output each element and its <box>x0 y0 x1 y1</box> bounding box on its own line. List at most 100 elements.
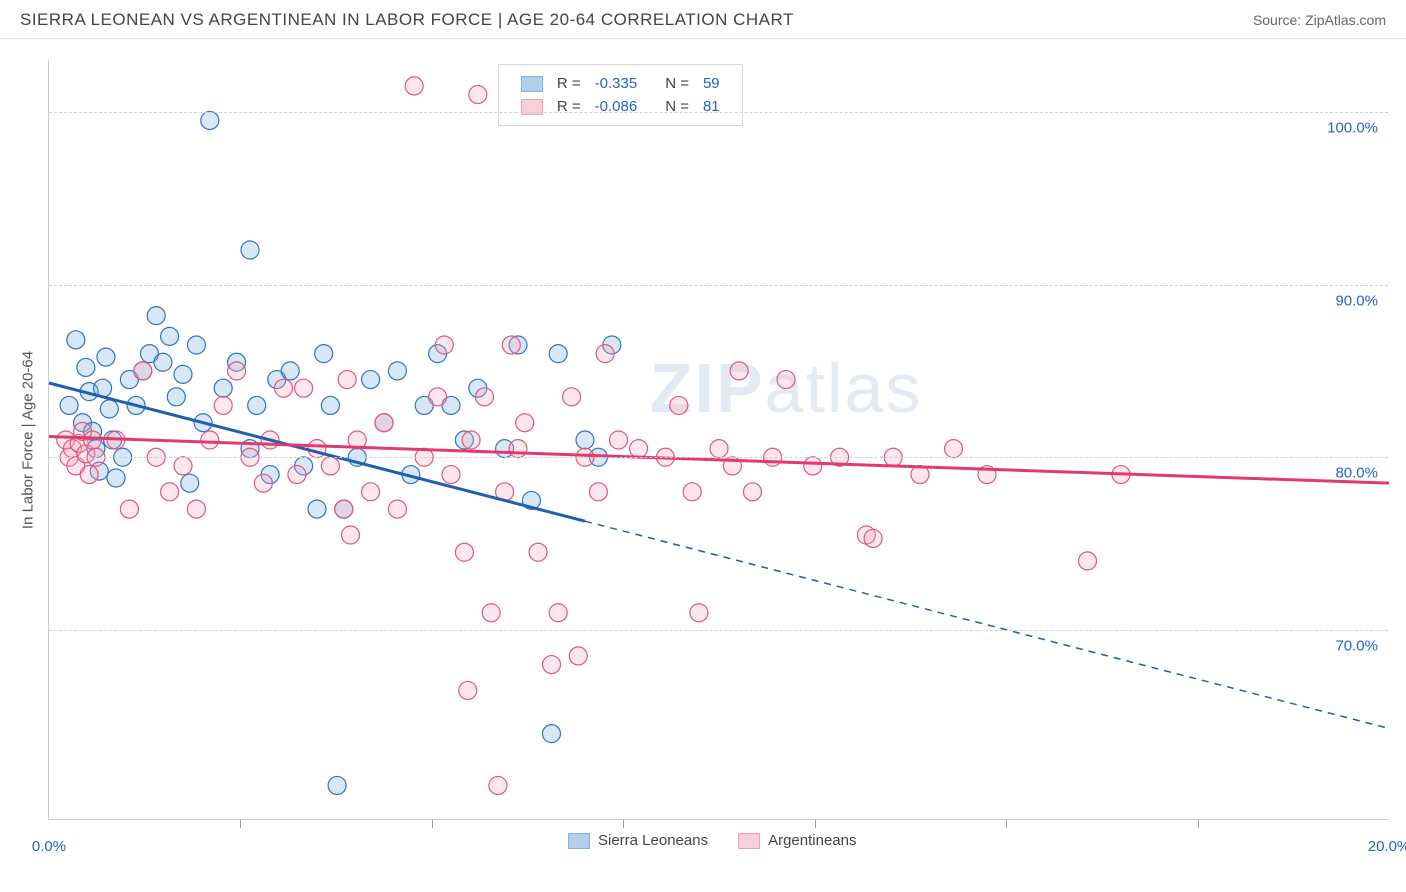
scatter-point-argentinean <box>435 336 453 354</box>
scatter-point-sierra <box>100 400 118 418</box>
scatter-point-argentinean <box>214 396 232 414</box>
scatter-point-argentinean <box>254 474 272 492</box>
scatter-point-sierra <box>174 365 192 383</box>
r-value-sierra: -0.335 <box>589 73 644 94</box>
scatter-point-sierra <box>147 307 165 325</box>
scatter-point-sierra <box>67 331 85 349</box>
n-label: N = <box>659 96 695 117</box>
n-value-argentinean: 81 <box>697 96 726 117</box>
scatter-point-sierra <box>201 111 219 129</box>
scatter-point-argentinean <box>945 440 963 458</box>
scatter-point-argentinean <box>442 466 460 484</box>
y-axis-title: In Labor Force | Age 20-64 <box>20 351 37 529</box>
scatter-point-argentinean <box>405 77 423 95</box>
scatter-point-sierra <box>308 500 326 518</box>
scatter-point-sierra <box>315 345 333 363</box>
scatter-point-sierra <box>549 345 567 363</box>
scatter-point-sierra <box>328 776 346 794</box>
plot-area: ZIPatlas R =-0.335N =59R =-0.086N =81 70… <box>48 60 1388 820</box>
scatter-point-argentinean <box>429 388 447 406</box>
scatter-point-sierra <box>543 725 561 743</box>
scatter-point-argentinean <box>596 345 614 363</box>
scatter-point-sierra <box>60 396 78 414</box>
legend-label-argentinean: Argentineans <box>768 832 856 849</box>
scatter-point-argentinean <box>275 379 293 397</box>
series-legend: Sierra Leoneans Argentineans <box>568 832 856 849</box>
scatter-point-argentinean <box>683 483 701 501</box>
scatter-point-argentinean <box>864 529 882 547</box>
x-tick <box>815 820 816 828</box>
scatter-point-sierra <box>241 241 259 259</box>
legend-item-argentinean: Argentineans <box>738 832 856 849</box>
plot-container: In Labor Force | Age 20-64 ZIPatlas R =-… <box>48 60 1388 820</box>
scatter-point-argentinean <box>80 466 98 484</box>
x-tick <box>1198 820 1199 828</box>
scatter-point-argentinean <box>777 371 795 389</box>
scatter-point-argentinean <box>342 526 360 544</box>
scatter-point-argentinean <box>120 500 138 518</box>
scatter-point-sierra <box>107 469 125 487</box>
n-value-sierra: 59 <box>697 73 726 94</box>
gridline <box>49 457 1388 458</box>
scatter-point-argentinean <box>730 362 748 380</box>
legend-item-sierra: Sierra Leoneans <box>568 832 708 849</box>
scatter-point-sierra <box>281 362 299 380</box>
scatter-point-argentinean <box>804 457 822 475</box>
scatter-point-argentinean <box>187 500 205 518</box>
scatter-point-argentinean <box>338 371 356 389</box>
y-tick-label: 70.0% <box>1335 638 1378 655</box>
scatter-point-argentinean <box>529 543 547 561</box>
scatter-point-sierra <box>161 327 179 345</box>
scatter-point-argentinean <box>476 388 494 406</box>
scatter-point-sierra <box>167 388 185 406</box>
scatter-point-argentinean <box>228 362 246 380</box>
scatter-point-argentinean <box>710 440 728 458</box>
scatter-point-argentinean <box>1079 552 1097 570</box>
legend-swatch-sierra <box>521 76 543 92</box>
x-tick <box>240 820 241 828</box>
gridline <box>49 630 1388 631</box>
scatter-point-argentinean <box>469 86 487 104</box>
scatter-point-argentinean <box>388 500 406 518</box>
scatter-point-argentinean <box>174 457 192 475</box>
scatter-point-sierra <box>576 431 594 449</box>
scatter-point-argentinean <box>321 457 339 475</box>
scatter-point-argentinean <box>288 466 306 484</box>
r-label: R = <box>551 96 587 117</box>
scatter-point-sierra <box>154 353 172 371</box>
scatter-point-argentinean <box>610 431 628 449</box>
scatter-point-argentinean <box>630 440 648 458</box>
n-label: N = <box>659 73 695 94</box>
scatter-point-argentinean <box>589 483 607 501</box>
scatter-point-argentinean <box>375 414 393 432</box>
scatter-point-argentinean <box>509 440 527 458</box>
gridline <box>49 112 1388 113</box>
scatter-point-sierra <box>362 371 380 389</box>
scatter-point-argentinean <box>482 604 500 622</box>
scatter-point-argentinean <box>516 414 534 432</box>
x-tick-label: 20.0% <box>1368 838 1406 855</box>
scatter-point-sierra <box>321 396 339 414</box>
scatter-point-argentinean <box>295 379 313 397</box>
r-label: R = <box>551 73 587 94</box>
scatter-point-argentinean <box>201 431 219 449</box>
y-tick-label: 80.0% <box>1335 465 1378 482</box>
y-tick-label: 100.0% <box>1327 119 1378 136</box>
source-credit: Source: ZipAtlas.com <box>1253 12 1386 28</box>
scatter-point-argentinean <box>543 656 561 674</box>
legend-swatch-argentinean <box>738 833 760 849</box>
scatter-point-argentinean <box>563 388 581 406</box>
scatter-point-argentinean <box>362 483 380 501</box>
scatter-point-argentinean <box>569 647 587 665</box>
y-tick-label: 90.0% <box>1335 292 1378 309</box>
scatter-point-argentinean <box>455 543 473 561</box>
chart-title: SIERRA LEONEAN VS ARGENTINEAN IN LABOR F… <box>20 10 794 30</box>
scatter-point-argentinean <box>459 681 477 699</box>
scatter-point-argentinean <box>84 431 102 449</box>
x-tick <box>623 820 624 828</box>
source-name: ZipAtlas.com <box>1305 12 1386 28</box>
scatter-point-sierra <box>97 348 115 366</box>
regression-line-dashed-sierra <box>585 521 1389 728</box>
source-label: Source: <box>1253 12 1305 28</box>
scatter-point-argentinean <box>161 483 179 501</box>
